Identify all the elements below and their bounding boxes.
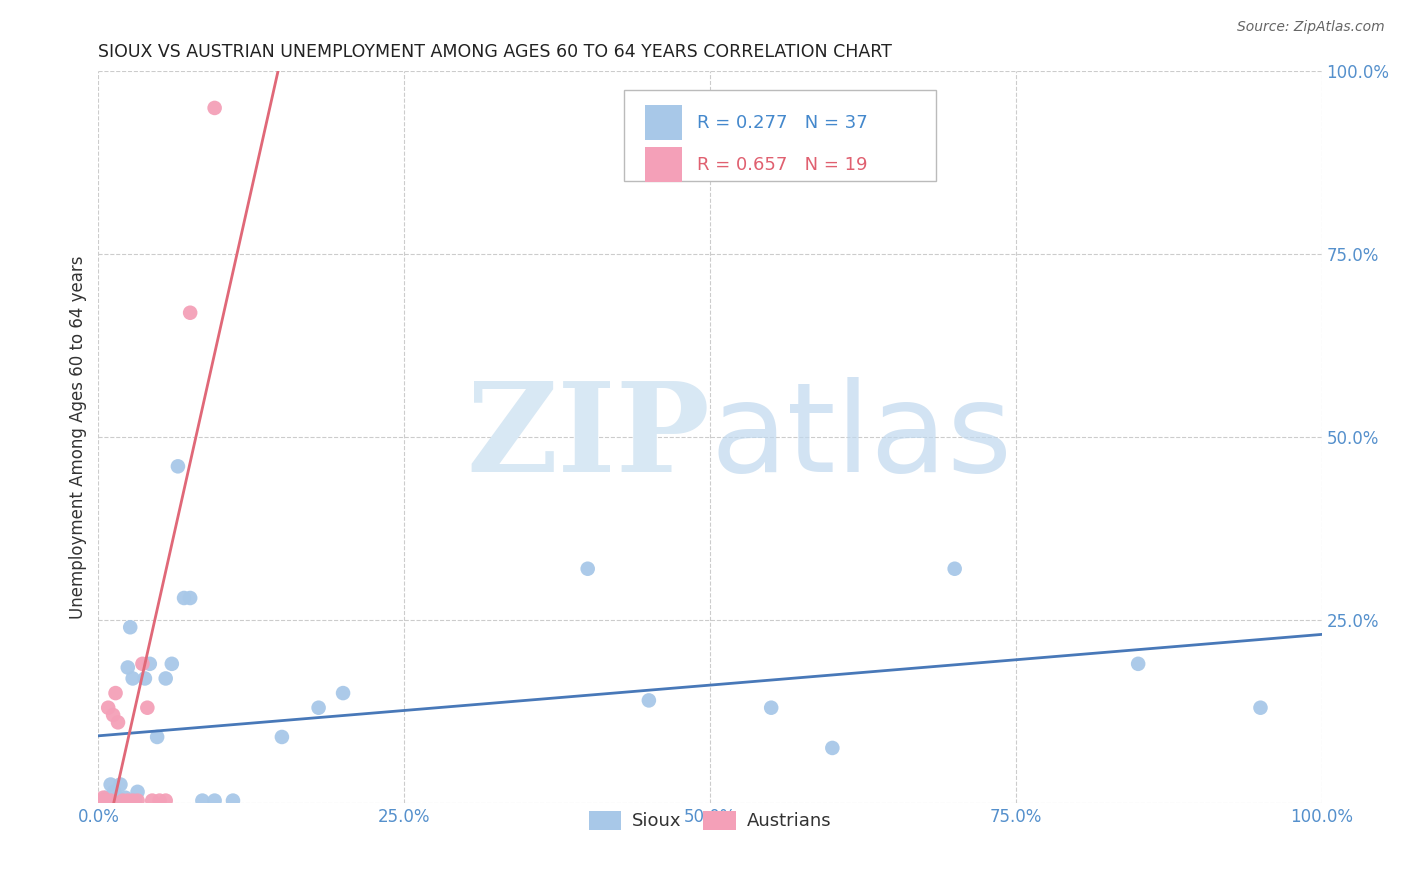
Point [97, 794, 120, 808]
Point [131, 657, 153, 671]
Point [761, 700, 783, 714]
Point [1249, 700, 1271, 714]
Point [149, 794, 172, 808]
Point [121, 794, 143, 808]
Text: ZIP: ZIP [467, 376, 710, 498]
Point [111, 794, 134, 808]
Point [124, 794, 146, 808]
Text: atlas: atlas [710, 376, 1012, 498]
Point [141, 794, 163, 808]
Point [146, 730, 169, 744]
Point [136, 700, 159, 714]
Point [332, 686, 354, 700]
Point [91, 794, 114, 808]
Point [134, 672, 156, 686]
Point [821, 740, 844, 755]
Point [222, 794, 245, 808]
Point [576, 562, 599, 576]
Point [204, 101, 226, 115]
Point [943, 562, 966, 576]
Point [155, 794, 177, 808]
Point [167, 459, 190, 474]
Point [101, 708, 124, 723]
Point [97, 700, 120, 714]
Point [1128, 657, 1150, 671]
Point [107, 790, 129, 805]
FancyBboxPatch shape [624, 90, 936, 181]
Point [117, 794, 139, 808]
FancyBboxPatch shape [645, 147, 682, 182]
Point [120, 620, 142, 634]
Point [103, 785, 125, 799]
Point [111, 794, 134, 808]
Point [91, 790, 114, 805]
Point [173, 591, 195, 605]
Point [100, 794, 122, 808]
Point [637, 693, 661, 707]
Text: Source: ZipAtlas.com: Source: ZipAtlas.com [1237, 20, 1385, 34]
Legend: Sioux, Austrians: Sioux, Austrians [582, 804, 838, 838]
Y-axis label: Unemployment Among Ages 60 to 64 years: Unemployment Among Ages 60 to 64 years [69, 255, 87, 619]
Point [308, 700, 330, 714]
Point [91, 794, 114, 808]
Point [105, 794, 128, 808]
Text: SIOUX VS AUSTRIAN UNEMPLOYMENT AMONG AGES 60 TO 64 YEARS CORRELATION CHART: SIOUX VS AUSTRIAN UNEMPLOYMENT AMONG AGE… [98, 44, 893, 62]
Point [121, 672, 143, 686]
Point [179, 591, 201, 605]
Point [270, 730, 294, 744]
Point [139, 657, 162, 671]
Point [100, 778, 122, 792]
Point [127, 785, 149, 799]
Point [104, 686, 127, 700]
Point [94, 790, 117, 805]
Point [110, 778, 132, 792]
Point [191, 794, 214, 808]
Point [160, 657, 183, 671]
Point [204, 794, 226, 808]
Point [114, 790, 136, 805]
Point [107, 715, 129, 730]
FancyBboxPatch shape [645, 105, 682, 140]
Point [101, 794, 124, 808]
Point [117, 660, 139, 674]
Text: R = 0.657   N = 19: R = 0.657 N = 19 [696, 156, 868, 174]
Point [127, 794, 149, 808]
Text: R = 0.277   N = 37: R = 0.277 N = 37 [696, 114, 868, 132]
Point [94, 794, 117, 808]
Point [155, 672, 177, 686]
Point [179, 306, 201, 320]
